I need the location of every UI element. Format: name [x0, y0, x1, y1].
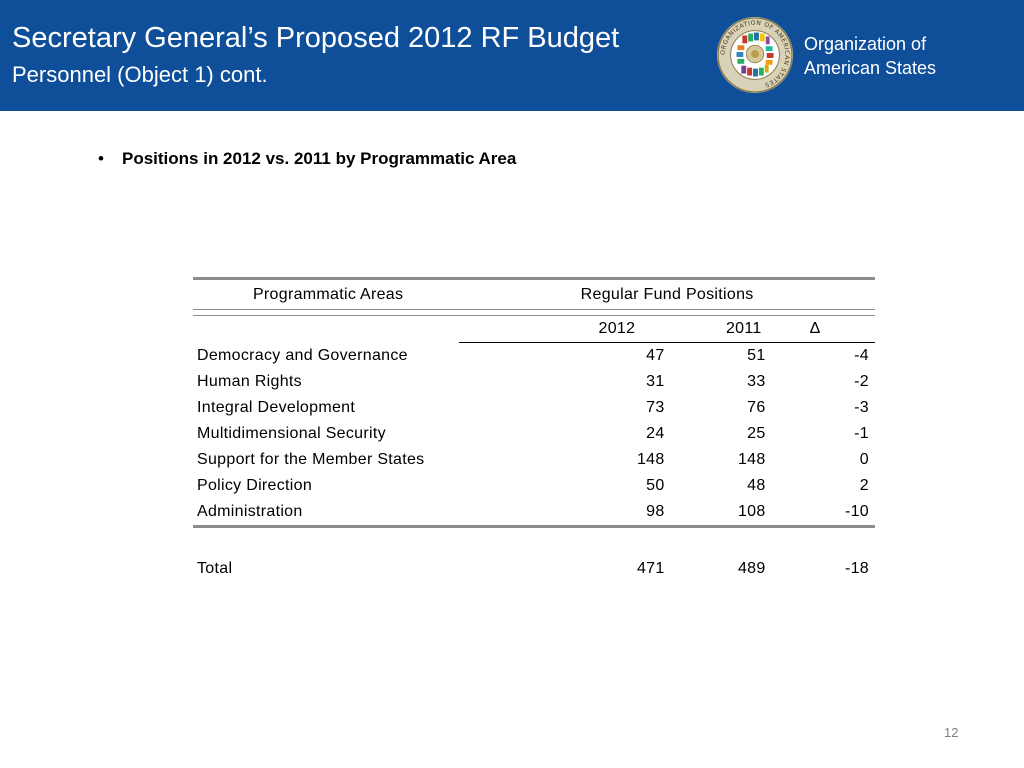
value-2012: 50	[646, 477, 665, 494]
value-delta: -10	[844, 503, 869, 520]
total-2011: 489	[737, 560, 766, 577]
value-2011: 148	[737, 451, 766, 468]
table-bottom-rule	[193, 525, 875, 528]
value-2012: 73	[646, 399, 665, 416]
value-delta: -1	[854, 425, 869, 442]
value-delta: -3	[854, 399, 869, 416]
value-2011: 76	[747, 399, 766, 416]
bullet-text: Positions in 2012 vs. 2011 by Programmat…	[122, 149, 517, 168]
value-delta: -2	[854, 373, 869, 390]
value-2011: 48	[747, 477, 766, 494]
total-label: Total	[197, 560, 233, 577]
total-delta: -18	[844, 560, 869, 577]
table-top-rule	[193, 277, 875, 280]
table-row: Support for the Member States 148 148 0	[193, 447, 875, 473]
page-number: 12	[944, 725, 959, 740]
oas-seal-logo: ORGANIZATION OF AMERICAN STATES	[716, 16, 794, 94]
table-row: Human Rights 31 33 -2	[193, 369, 875, 395]
area-cell: Multidimensional Security	[197, 425, 386, 442]
header-2012: 2012	[459, 315, 665, 343]
value-2012: 148	[636, 451, 665, 468]
table-row: Administration 98 108 -10	[193, 499, 875, 525]
table-year-row: 2012 2011 Δ	[193, 315, 875, 343]
area-cell: Democracy and Governance	[197, 346, 408, 364]
slide-header: Secretary General’s Proposed 2012 RF Bud…	[0, 0, 1024, 111]
value-2012: 98	[646, 503, 665, 520]
table-double-rule	[193, 309, 875, 316]
table-row: Democracy and Governance 47 51 -4	[193, 343, 875, 370]
area-cell: Integral Development	[197, 399, 356, 416]
header-regular-fund-positions: Regular Fund Positions	[580, 285, 754, 303]
value-2011: 33	[747, 373, 766, 390]
value-2012: 47	[646, 347, 665, 364]
value-delta: 2	[859, 477, 869, 494]
header-programmatic-areas: Programmatic Areas	[252, 285, 404, 303]
value-delta: 0	[859, 451, 869, 468]
table-row: Policy Direction 50 48 2	[193, 473, 875, 499]
value-2012: 31	[646, 373, 665, 390]
org-name-line2: American States	[804, 58, 937, 78]
value-delta: -4	[854, 347, 869, 364]
bullet-dot-icon: •	[98, 149, 104, 168]
area-cell: Administration	[197, 503, 303, 520]
total-row: Total 471 489 -18	[193, 556, 875, 582]
org-name-line1: Organization of	[804, 34, 927, 54]
bullet-item: • Positions in 2012 vs. 2011 by Programma…	[98, 149, 516, 169]
value-2011: 108	[737, 503, 766, 520]
area-cell: Human Rights	[197, 373, 302, 390]
table-header-row: Programmatic Areas Regular Fund Position…	[193, 280, 875, 310]
organization-name: Organization of American States	[804, 32, 936, 80]
slide-subtitle: Personnel (Object 1) cont.	[12, 62, 268, 87]
area-cell: Policy Direction	[197, 477, 313, 494]
area-cell: Support for the Member States	[197, 451, 425, 468]
slide-title: Secretary General’s Proposed 2012 RF Bud…	[12, 22, 620, 54]
table-row: Multidimensional Security 24 25 -1	[193, 421, 875, 447]
value-2012: 24	[646, 425, 665, 442]
total-2012: 471	[636, 560, 665, 577]
header-delta: Δ	[765, 315, 875, 343]
value-2011: 25	[747, 425, 766, 442]
value-2011: 51	[747, 347, 766, 364]
table-row: Integral Development 73 76 -3	[193, 395, 875, 421]
positions-table: Programmatic Areas Regular Fund Position…	[193, 277, 875, 582]
header-2011: 2011	[664, 315, 766, 343]
